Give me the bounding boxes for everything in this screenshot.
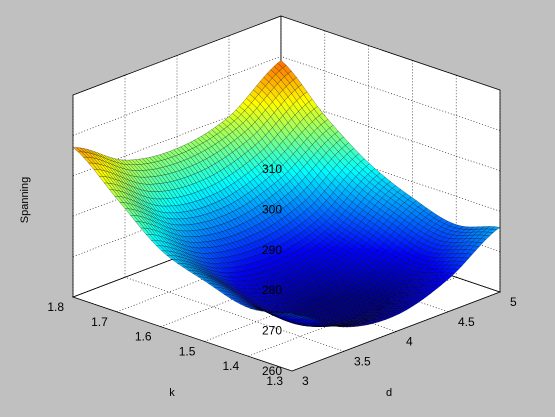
x-axis-label: k bbox=[169, 387, 175, 399]
x-tick-label: 1.5 bbox=[179, 344, 196, 358]
y-axis-label: d bbox=[386, 387, 392, 399]
x-tick-label: 1.8 bbox=[47, 300, 64, 314]
z-tick-label: 310 bbox=[262, 162, 282, 176]
y-tick-label: 5 bbox=[510, 295, 517, 309]
z-tick-label: 280 bbox=[262, 283, 282, 297]
y-tick-label: 4 bbox=[406, 335, 413, 349]
grid-line-wall-z-left bbox=[72, 15, 282, 96]
x-tick-label: 1.4 bbox=[223, 359, 240, 373]
grid-line-floor-d bbox=[124, 276, 345, 352]
x-tick-label: 1.3 bbox=[266, 374, 283, 388]
axis-labels: k d Spanning bbox=[19, 177, 392, 399]
x-tick-label: 1.7 bbox=[91, 315, 108, 329]
y-tick-label: 3.5 bbox=[354, 354, 371, 368]
z-axis-label: Spanning bbox=[19, 177, 31, 224]
surface-facet bbox=[286, 313, 296, 315]
grid-line-wall-z-right bbox=[280, 15, 501, 91]
tick-labels: 260 270 280 290 300 310 1.3 1.4 1.5 1.6 1.7 1.8 3 3.5… bbox=[47, 162, 517, 388]
grid-line-floor-d bbox=[72, 296, 293, 372]
grid-line-wall-z-right bbox=[280, 56, 501, 131]
z-tick-label: 290 bbox=[262, 243, 282, 257]
y-tick-label: 4.5 bbox=[458, 315, 475, 329]
z-tick-label: 270 bbox=[262, 324, 282, 338]
y-tick-label: 3 bbox=[302, 374, 309, 388]
z-tick-label: 260 bbox=[262, 364, 282, 378]
z-tick-label: 300 bbox=[262, 202, 282, 216]
grid-line-wall-z-left bbox=[72, 96, 282, 177]
x-tick-label: 1.6 bbox=[135, 330, 152, 344]
grid-line-wall-z-left bbox=[72, 56, 282, 136]
surface-mesh bbox=[72, 60, 501, 328]
